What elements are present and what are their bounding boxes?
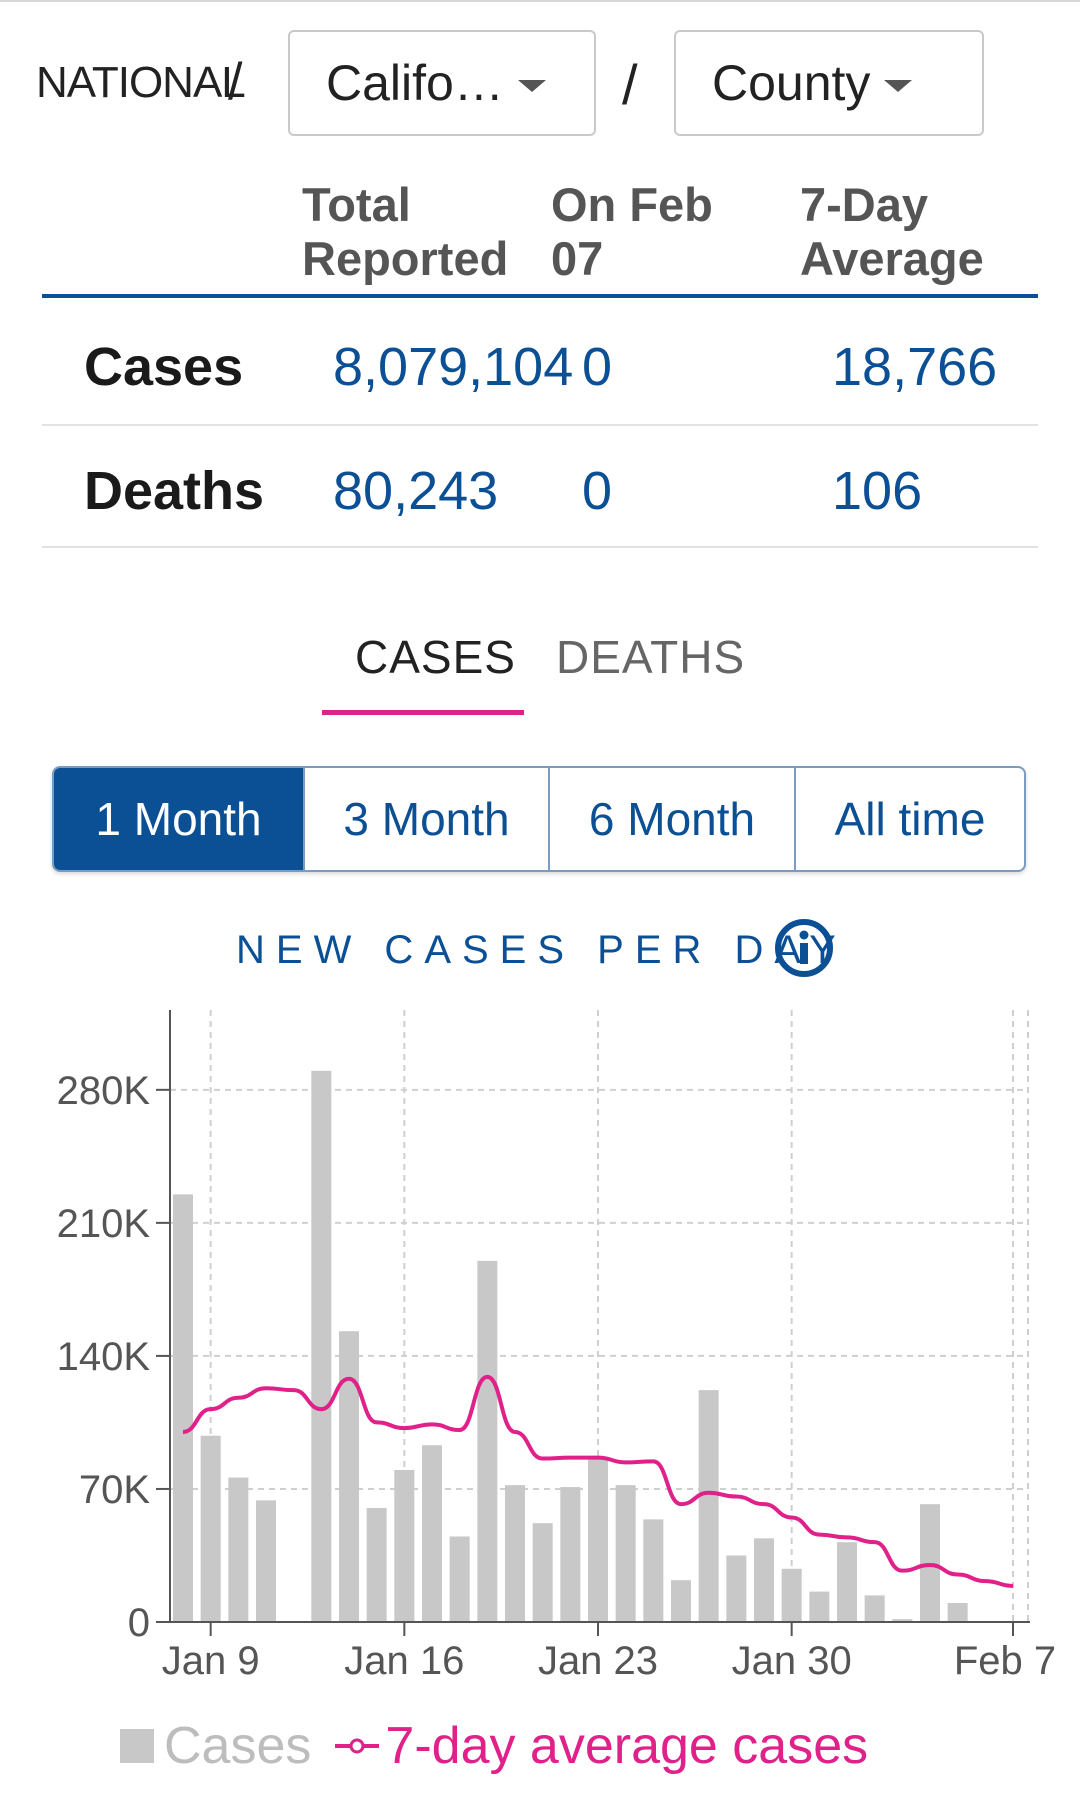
table-header-rule bbox=[42, 294, 1038, 298]
cases-bar bbox=[698, 1390, 719, 1622]
x-tick-label: Jan 9 bbox=[162, 1639, 260, 1683]
breadcrumb-separator: / bbox=[622, 53, 638, 116]
y-tick-label: 70K bbox=[79, 1468, 150, 1512]
cases-bar bbox=[200, 1435, 221, 1622]
y-tick-label: 210K bbox=[57, 1202, 151, 1246]
active-tab-indicator bbox=[322, 710, 524, 715]
x-tick-label: Feb 7 bbox=[954, 1639, 1056, 1683]
new-cases-chart: 0 70K 140K 210K 280K Jan 9 Jan 16 Jan 23 Jan 30 F… bbox=[57, 1010, 1056, 1683]
breadcrumb-national-link[interactable]: NATIONAL bbox=[36, 58, 246, 107]
tab-deaths[interactable]: DEATHS bbox=[556, 631, 746, 683]
cases-bar bbox=[311, 1070, 332, 1622]
cases-total-value: 8,079,104 bbox=[333, 337, 574, 397]
chart-legend: Cases 7-day average cases bbox=[120, 1716, 868, 1776]
info-icon[interactable] bbox=[774, 918, 834, 978]
cases-bar bbox=[256, 1500, 276, 1622]
county-select-value: County bbox=[712, 55, 871, 111]
cases-bar bbox=[643, 1519, 664, 1622]
table-row-divider bbox=[42, 424, 1038, 426]
state-select[interactable]: Califo… bbox=[288, 30, 596, 136]
cases-on-date-value: 0 bbox=[582, 337, 613, 397]
cases-bar bbox=[228, 1477, 249, 1622]
cases-bar bbox=[947, 1602, 968, 1622]
deaths-on-date-value: 0 bbox=[582, 461, 613, 521]
header-total-reported: Total Reported bbox=[302, 178, 509, 285]
range-6-month-button[interactable]: 6 Month bbox=[548, 768, 794, 870]
time-range-toggle: 1 Month 3 Month 6 Month All time bbox=[52, 766, 1026, 872]
cases-bar bbox=[671, 1580, 691, 1622]
cases-bar bbox=[422, 1445, 442, 1622]
cases-bar bbox=[726, 1555, 747, 1622]
cases-bar bbox=[864, 1595, 885, 1622]
cases-bar bbox=[809, 1591, 830, 1622]
breadcrumb-separator: / bbox=[228, 53, 243, 111]
x-tick-label: Jan 23 bbox=[538, 1639, 658, 1683]
header-7-day-average: 7-Day Average bbox=[800, 178, 984, 285]
cases-bar bbox=[560, 1487, 581, 1622]
cases-bar bbox=[837, 1542, 857, 1622]
cases-bar bbox=[532, 1523, 553, 1622]
cases-bar bbox=[477, 1260, 498, 1622]
legend-cases-swatch bbox=[120, 1729, 154, 1763]
x-tick-label: Jan 16 bbox=[344, 1639, 464, 1683]
legend-cases-label: Cases bbox=[164, 1717, 312, 1775]
cases-bar bbox=[366, 1507, 387, 1622]
caret-down-icon bbox=[884, 80, 913, 92]
cases-bar bbox=[615, 1485, 636, 1622]
y-tick-label: 140K bbox=[57, 1335, 151, 1379]
cases-bar bbox=[449, 1536, 470, 1622]
y-tick-label: 0 bbox=[128, 1601, 150, 1645]
cases-bar bbox=[781, 1568, 802, 1622]
cases-7-day-average-value: 18,766 bbox=[832, 337, 998, 397]
cases-bar bbox=[754, 1538, 774, 1622]
tab-cases[interactable]: CASES bbox=[355, 631, 516, 683]
range-1-month-button[interactable]: 1 Month bbox=[54, 768, 303, 870]
deaths-total-value: 80,243 bbox=[333, 461, 499, 521]
cases-bar bbox=[339, 1331, 359, 1622]
chart-title: NEW CASES PER DAY bbox=[236, 928, 847, 972]
legend-average-label: 7-day average cases bbox=[385, 1717, 869, 1775]
y-tick-label: 280K bbox=[57, 1069, 151, 1113]
table-row-divider bbox=[42, 546, 1038, 548]
range-3-month-button[interactable]: 3 Month bbox=[303, 768, 548, 870]
caret-down-icon bbox=[517, 80, 546, 92]
legend-average-line-icon bbox=[335, 1738, 380, 1754]
cases-bar bbox=[505, 1485, 525, 1622]
cases-bar bbox=[394, 1469, 415, 1622]
county-select[interactable]: County bbox=[674, 30, 984, 136]
deaths-7-day-average-value: 106 bbox=[832, 461, 923, 521]
range-all-time-button[interactable]: All time bbox=[794, 768, 1024, 870]
average-cases-line bbox=[182, 1374, 1014, 1588]
state-select-value: Califo… bbox=[326, 55, 504, 111]
cases-bar bbox=[892, 1619, 913, 1622]
top-divider bbox=[0, 0, 1080, 2]
cases-bar bbox=[588, 1458, 608, 1622]
row-label-deaths: Deaths bbox=[84, 461, 265, 521]
cases-bar bbox=[173, 1194, 193, 1622]
row-label-cases: Cases bbox=[84, 337, 244, 397]
x-tick-label: Jan 30 bbox=[732, 1639, 852, 1683]
header-on-date: On Feb 07 bbox=[551, 178, 713, 285]
